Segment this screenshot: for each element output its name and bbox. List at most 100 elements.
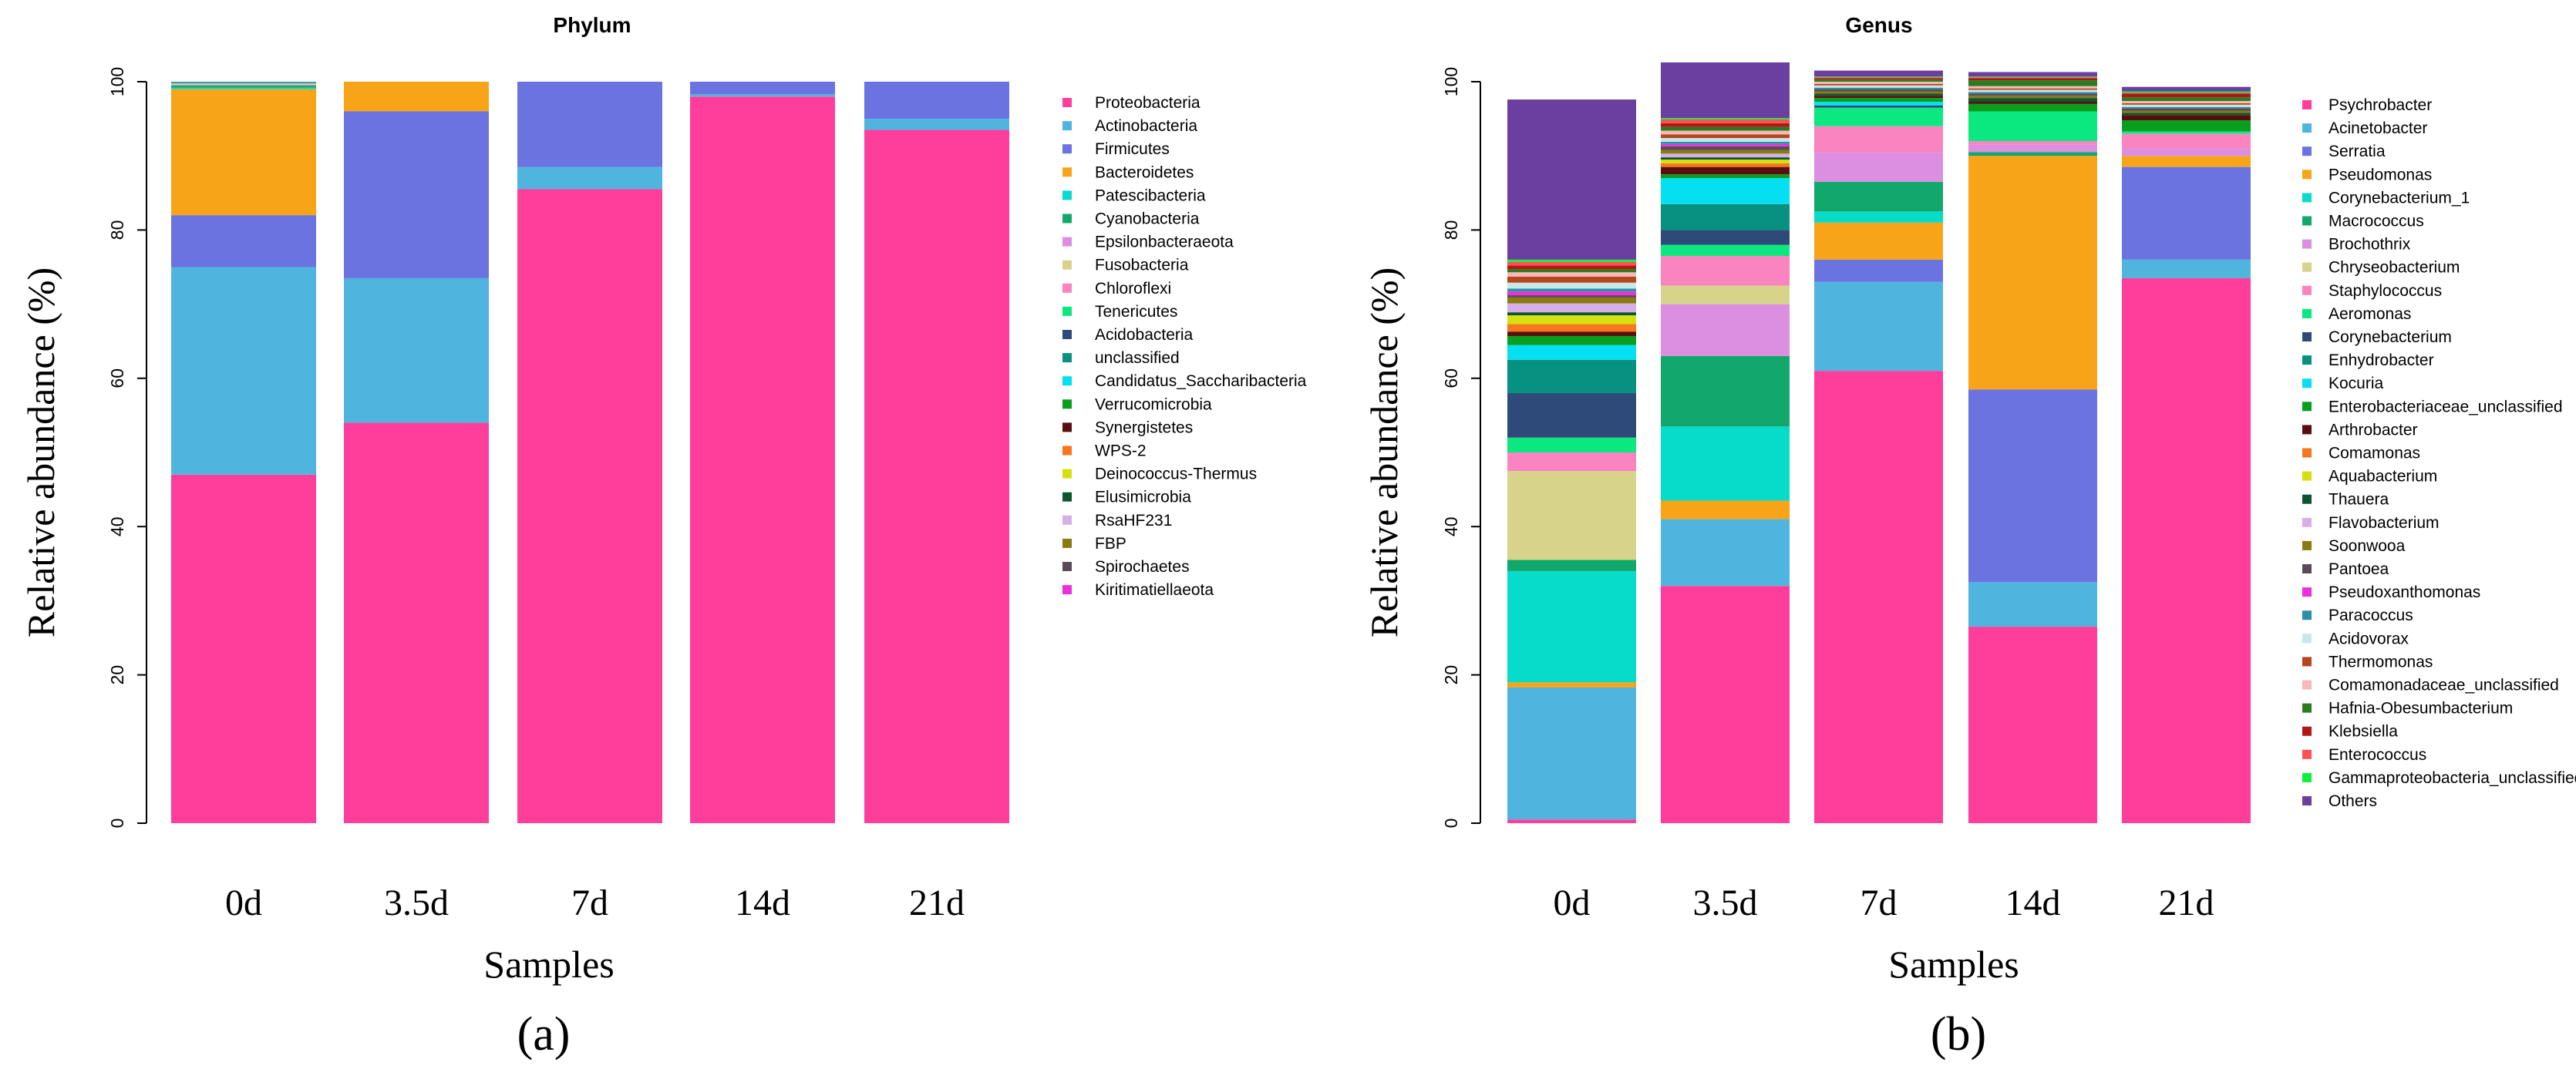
legend-swatch [2302, 587, 2312, 597]
bar-segment [1661, 174, 1790, 179]
legend-label: Kiritimatiellaeota [1095, 581, 1214, 599]
x-tick-label: 3.5d [1693, 883, 1758, 923]
bar-stack-group [1507, 62, 2251, 823]
bar-segment [1814, 93, 1943, 96]
bar-segment [1814, 281, 1943, 372]
bar-segment [1968, 78, 2097, 81]
bar-segment [517, 166, 662, 190]
bar-segment [1507, 560, 1636, 571]
legend-label: Fusobacteria [1095, 257, 1189, 274]
legend-label: Firmicutes [1095, 140, 1170, 158]
bar-segment [344, 422, 489, 823]
legend-label: Pseudomonas [2329, 166, 2432, 183]
bar-segment [1661, 163, 1790, 167]
x-axis-label: Samples [1888, 943, 2019, 986]
legend-label: Chloroflexi [1095, 280, 1171, 298]
legend-label: Kocuria [2329, 375, 2384, 392]
bar-segment [1968, 77, 2097, 79]
legend-label: Comamonadaceae_unclassified [2329, 677, 2559, 694]
bar-segment [1814, 83, 1943, 86]
bar-segment [1661, 304, 1790, 356]
legend-label: Actinobacteria [1095, 117, 1197, 135]
y-axis: 0 20 40 60 80 100 [1441, 67, 1481, 828]
bar-segment [2122, 86, 2251, 92]
bar-segment [517, 189, 662, 824]
legend-swatch [2302, 796, 2312, 805]
legend-label: Brochothrix [2329, 236, 2411, 254]
bar-segment [171, 82, 316, 84]
legend-label: Enhydrobacter [2329, 351, 2434, 369]
bar-segment [1814, 70, 1943, 77]
bar-segment [690, 94, 835, 97]
y-axis-label: Relative abundance (%) [1362, 267, 1406, 637]
legend-label: Corynebacterium [2329, 328, 2452, 346]
x-tick-label: 7d [571, 883, 608, 923]
bar-segment [1968, 152, 2097, 156]
legend-label: Others [2329, 792, 2377, 810]
legend-label: Acidobacteria [1095, 326, 1194, 344]
legend-label: Pantoea [2329, 560, 2389, 578]
bar-segment [1661, 256, 1790, 286]
bar-segment [1968, 88, 2097, 90]
legend-swatch [2302, 494, 2312, 504]
bar-segment [1814, 211, 1943, 223]
x-tick-label: 14d [2005, 883, 2061, 923]
bar-segment [1661, 355, 1790, 427]
legend-label: Bacteroidetes [1095, 163, 1194, 181]
legend-swatch [2302, 564, 2312, 573]
legend-swatch [2302, 378, 2312, 388]
x-tick-label: 21d [909, 883, 965, 923]
y-tick-label: 0 [107, 819, 127, 829]
bar-segment [1507, 359, 1636, 394]
legend-label: Chryseobacterium [2329, 259, 2460, 277]
bar-segment [517, 82, 662, 167]
legend-swatch [1062, 562, 1072, 571]
bar-segment [1968, 93, 2097, 96]
bar-segment [1968, 101, 2097, 104]
bar-segment [1661, 178, 1790, 204]
bar-segment [2122, 115, 2251, 121]
legend-label: RsaHF231 [1095, 512, 1172, 530]
bar-segment [1661, 62, 1790, 119]
bar-segment [1661, 160, 1790, 163]
bar-segment [1507, 288, 1636, 292]
bar-segment [1968, 89, 2097, 92]
bar-segment [1968, 140, 2097, 145]
bar-segment [1507, 393, 1636, 438]
legend-label: Arthrobacter [2329, 421, 2418, 439]
legend-label: FBP [1095, 535, 1126, 553]
legend-label: Tenericutes [1095, 303, 1177, 321]
bar-segment [1507, 99, 1636, 260]
bar-segment [1968, 76, 2097, 78]
legend-label: Serratia [2329, 143, 2386, 160]
x-tick-label: 0d [225, 883, 262, 923]
bar-segment [1814, 98, 1943, 102]
legend-label: Flavobacterium [2329, 514, 2440, 532]
y-axis: 0 20 40 60 80 100 [107, 67, 147, 829]
legend-label: Comamonas [2329, 445, 2420, 462]
bar-segment [1814, 77, 1943, 79]
bar-segment [2122, 91, 2251, 93]
y-tick-label: 100 [107, 67, 127, 96]
legend-label: Patescibacteria [1095, 187, 1206, 204]
bar-segment [2122, 113, 2251, 116]
legend-label: Paracoccus [2329, 607, 2413, 624]
bar-segment [1814, 85, 1943, 88]
bar-segment [1507, 682, 1636, 688]
legend-swatch [2302, 332, 2312, 341]
legend-swatch [2302, 680, 2312, 690]
bar-segment [1661, 126, 1790, 131]
bar-segment [1661, 118, 1790, 120]
bar-segment [1814, 259, 1943, 282]
bar-segment [1661, 157, 1790, 160]
bar-segment [1661, 203, 1790, 230]
bar-segment [1507, 277, 1636, 283]
x-tick-label: 3.5d [384, 883, 449, 923]
bar-segment [864, 129, 1009, 823]
legend-swatch [1062, 492, 1072, 502]
bar-segment [1814, 82, 1943, 84]
bar-segment [1507, 819, 1636, 823]
legend-swatch [2302, 100, 2312, 109]
bar-segment [1507, 324, 1636, 332]
legend-swatch [1062, 306, 1072, 316]
